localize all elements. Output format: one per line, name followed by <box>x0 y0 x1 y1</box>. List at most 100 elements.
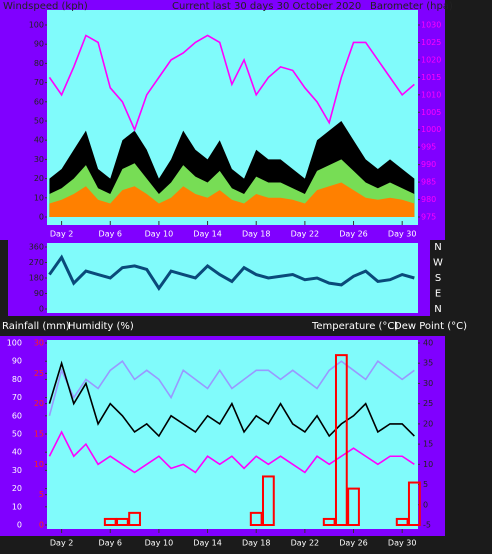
tick-label: 10 <box>34 460 44 469</box>
tick-label: 5 <box>423 480 428 489</box>
tick-label: 90 <box>12 357 22 366</box>
tick-label: 30 <box>34 155 44 164</box>
bar <box>261 475 275 527</box>
tick-label: 180 <box>29 274 44 283</box>
tick-label: 60 <box>34 97 44 106</box>
tick-label: 25 <box>34 369 44 378</box>
tick-label: 90 <box>34 40 44 49</box>
axis-label: Windspeed (kph) <box>3 1 88 12</box>
x-tick-label: Day 10 <box>145 539 174 548</box>
bar <box>322 517 336 527</box>
bar <box>334 354 348 526</box>
line <box>48 360 415 417</box>
tick-label: 70 <box>12 393 22 402</box>
tick-label: 990 <box>421 160 436 169</box>
axis-label: Dew Point (°C) <box>394 321 467 332</box>
tick-label: 270 <box>29 258 44 267</box>
tick-label: 0 <box>423 500 428 509</box>
x-tick-label: Day 18 <box>242 539 271 548</box>
x-tick-label: Day 6 <box>99 230 122 239</box>
tick-label: 20 <box>12 484 22 493</box>
plot-area <box>47 243 418 313</box>
axis-label: Rainfall (mm) <box>2 321 70 332</box>
bar <box>103 517 117 527</box>
tick-label: 1030 <box>421 21 441 30</box>
axis-label: Temperature (°C) <box>311 321 398 332</box>
tick-label: 15 <box>34 430 44 439</box>
tick-label: 70 <box>34 78 44 87</box>
line <box>48 430 415 474</box>
x-tick-label: Day 18 <box>242 230 271 239</box>
tick-label: 10 <box>34 193 44 202</box>
bar <box>347 487 360 527</box>
tick-label: 0 <box>17 521 22 530</box>
tick-label: 100 <box>7 339 22 348</box>
tick-label: 40 <box>34 136 44 145</box>
compass-label: N <box>434 242 441 253</box>
compass-label: N <box>434 304 441 315</box>
x-tick-label: Day 30 <box>388 230 417 239</box>
tick-label: 980 <box>421 195 436 204</box>
x-tick-label: Day 22 <box>291 539 320 548</box>
tick-label: 1020 <box>421 55 441 64</box>
x-tick-label: Day 22 <box>291 230 320 239</box>
tick-label: 0 <box>39 305 44 314</box>
tick-label: 100 <box>29 21 44 30</box>
tick-label: 1005 <box>421 108 441 117</box>
tick-label: 30 <box>423 379 433 388</box>
x-tick-label: Day 14 <box>193 230 222 239</box>
tick-label: 995 <box>421 143 436 152</box>
compass-label: E <box>435 289 441 300</box>
bar <box>128 511 141 526</box>
tick-label: 0 <box>39 213 44 222</box>
tick-label: 80 <box>34 59 44 68</box>
tick-label: 5 <box>39 490 44 499</box>
line <box>48 254 415 292</box>
tick-label: 1025 <box>421 38 441 47</box>
axis-label: Barometer (hpa) <box>370 1 453 12</box>
tick-label: 0 <box>39 521 44 530</box>
tick-label: 1010 <box>421 90 441 99</box>
bar <box>395 517 409 527</box>
tick-label: -5 <box>423 521 431 530</box>
tick-label: 20 <box>423 419 433 428</box>
compass-label: W <box>433 258 443 269</box>
tick-label: 25 <box>423 399 433 408</box>
tick-label: 1000 <box>421 125 441 134</box>
tick-label: 40 <box>12 448 22 457</box>
axis-label: Humidity (%) <box>68 321 134 332</box>
tick-label: 35 <box>423 359 433 368</box>
tick-label: 10 <box>423 460 433 469</box>
x-tick-label: Day 2 <box>50 539 73 548</box>
x-tick-label: Day 26 <box>339 539 368 548</box>
tick-label: 985 <box>421 178 436 187</box>
tick-label: 20 <box>34 399 44 408</box>
x-tick-label: Day 30 <box>388 539 417 548</box>
chart-title: Current last 30 days 30 October 2020 <box>172 1 361 12</box>
plot-area <box>47 340 418 529</box>
bar <box>116 517 129 527</box>
x-tick-label: Day 26 <box>339 230 368 239</box>
tick-label: 60 <box>12 411 22 420</box>
tick-label: 10 <box>12 502 22 511</box>
tick-label: 1015 <box>421 73 441 82</box>
line <box>48 34 415 132</box>
tick-label: 80 <box>12 375 22 384</box>
tick-label: 975 <box>421 213 436 222</box>
tick-label: 20 <box>34 174 44 183</box>
tick-label: 30 <box>12 466 22 475</box>
tick-label: 30 <box>34 339 44 348</box>
line <box>48 360 415 438</box>
tick-label: 360 <box>29 243 44 252</box>
area <box>49 182 415 217</box>
bar <box>407 481 421 526</box>
x-tick-label: Day 14 <box>193 539 222 548</box>
bar <box>249 511 263 526</box>
x-tick-label: Day 10 <box>145 230 174 239</box>
tick-label: 90 <box>34 289 44 298</box>
compass-label: S <box>435 273 441 284</box>
x-tick-label: Day 2 <box>50 230 73 239</box>
tick-label: 15 <box>423 440 433 449</box>
tick-label: 50 <box>34 117 44 126</box>
